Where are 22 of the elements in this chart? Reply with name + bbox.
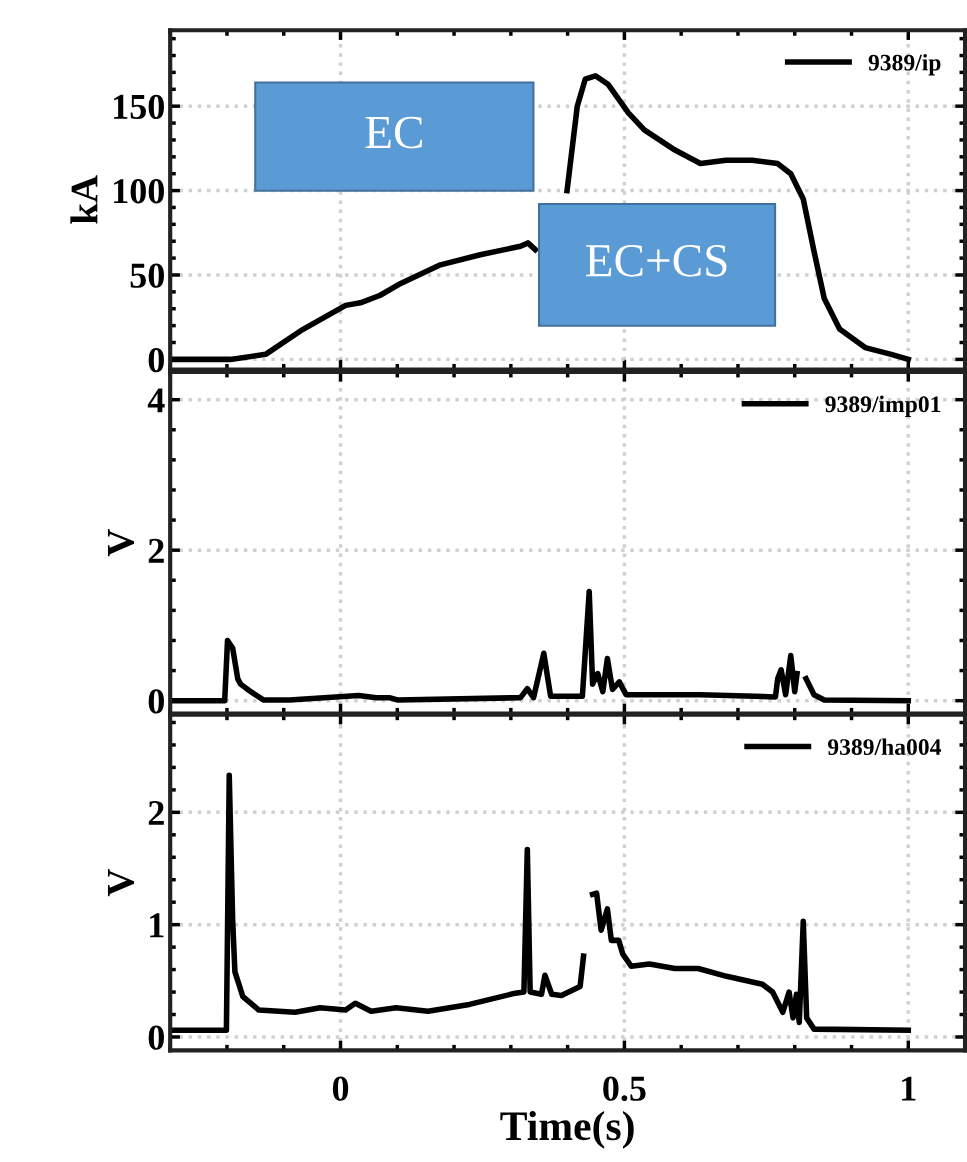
legend-label: 9389/ip xyxy=(868,53,941,76)
y-axis-title: kA xyxy=(70,175,98,224)
x-tick-label: 0.5 xyxy=(603,1076,646,1102)
y-tick-label: 50 xyxy=(130,263,164,288)
y-tick-label: 1 xyxy=(150,913,164,938)
annotation: EC+CS xyxy=(586,244,727,277)
y-tick-label: 0 xyxy=(148,347,164,373)
y-tick-label: 0 xyxy=(148,1025,164,1050)
x-axis-title: Time(s) xyxy=(500,1110,634,1149)
legend-label: 9389/ha004 xyxy=(827,738,942,755)
y-tick-label: 150 xyxy=(114,94,164,120)
x-tick-label: 0 xyxy=(332,1076,349,1101)
annotation: EC xyxy=(365,116,422,149)
y-axis-title: V xyxy=(107,529,135,557)
x-tick-label: 1 xyxy=(902,1076,916,1101)
y-tick-label: 2 xyxy=(148,800,164,825)
legend-label: 9389/imp01 xyxy=(825,395,941,418)
y-axis-title: V xyxy=(107,868,135,897)
y-tick-label: 100 xyxy=(114,179,164,204)
y-tick-label: 0 xyxy=(148,689,164,714)
y-tick-label: 2 xyxy=(148,538,164,563)
y-tick-label: 4 xyxy=(147,388,165,413)
